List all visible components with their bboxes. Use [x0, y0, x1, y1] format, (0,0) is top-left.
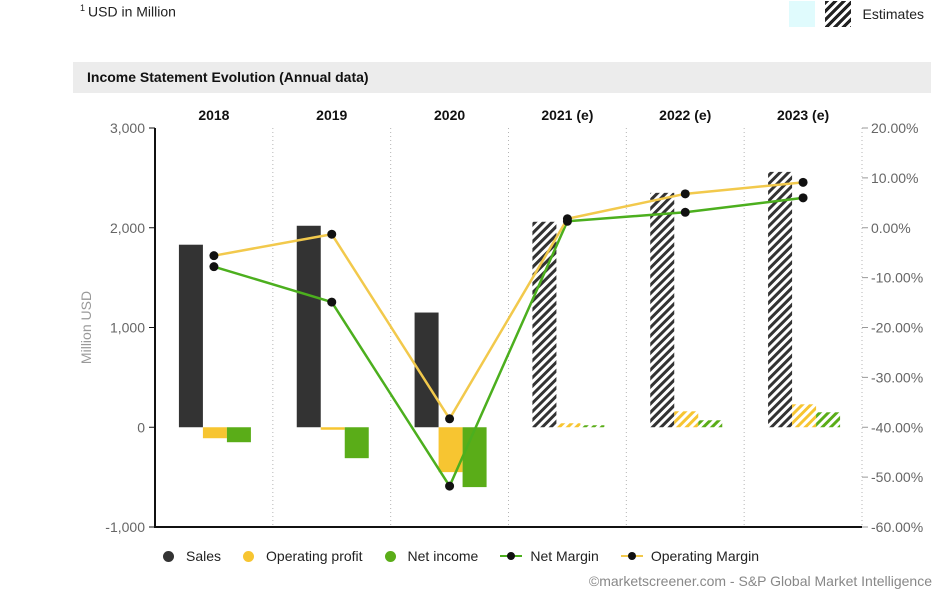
- net-margin-point: [798, 193, 808, 203]
- y2-tick-label: -40.00%: [871, 419, 923, 435]
- y2-tick-label: 20.00%: [871, 120, 918, 136]
- source-credit: ©marketscreener.com - S&P Global Market …: [588, 573, 932, 589]
- legend-sales-label: Sales: [186, 548, 222, 564]
- legend-operating-profit[interactable]: Operating profit: [243, 548, 363, 564]
- y-tick-label: 2,000: [110, 220, 145, 236]
- legend-operating-margin[interactable]: Operating Margin: [620, 548, 759, 564]
- net-margin-point: [327, 297, 337, 307]
- category-label: 2020: [434, 107, 465, 123]
- operating-profit-bar: [202, 427, 227, 439]
- net-income-bar: [698, 420, 723, 428]
- operating-margin-point: [209, 251, 219, 261]
- category-label: 2022 (e): [659, 107, 711, 123]
- net-income-bar: [580, 425, 605, 428]
- footnote-text: USD in Million: [88, 3, 176, 20]
- estimates-hatch-swatch: [824, 1, 851, 27]
- sales-bar: [768, 171, 793, 428]
- operating-profit-bar: [674, 411, 699, 428]
- operating-profit-bar: [792, 404, 817, 428]
- legend-net-margin-label: Net Margin: [530, 548, 599, 564]
- operating-margin-point: [327, 229, 337, 239]
- operating-profit-bar: [320, 427, 345, 430]
- net-margin-line-icon: [500, 551, 523, 561]
- sales-bar: [178, 244, 203, 428]
- y-tick-label: 1,000: [110, 320, 145, 336]
- legend-sales[interactable]: Sales: [163, 548, 221, 564]
- category-label: 2018: [198, 107, 229, 123]
- legend-net-income-label: Net income: [407, 548, 479, 564]
- estimates-light-swatch: [788, 1, 815, 27]
- category-label: 2019: [316, 107, 347, 123]
- net-income-bar: [816, 412, 841, 428]
- operating-margin-line-icon: [620, 551, 643, 561]
- operating-margin-line: [213, 181, 804, 421]
- net-margin-line: [213, 196, 804, 488]
- legend-net-income[interactable]: Net income: [384, 548, 479, 564]
- y-axis-label: Million USD: [78, 291, 94, 364]
- footnote-marker: 1: [80, 3, 86, 13]
- y2-tick-label: 0.00%: [871, 220, 911, 236]
- y2-tick-label: -20.00%: [871, 320, 923, 336]
- operating-margin-point: [680, 189, 690, 199]
- footnote: 1 USD in Million: [80, 3, 176, 20]
- estimates-label: Estimates: [862, 6, 924, 22]
- y2-tick-label: -60.00%: [871, 519, 923, 535]
- operating-margin-point: [445, 414, 455, 424]
- operating-margin-point: [562, 214, 572, 224]
- legend-operating-profit-label: Operating profit: [266, 548, 363, 564]
- operating-margin-point: [798, 177, 808, 187]
- estimates-legend: Estimates: [788, 0, 924, 28]
- legend-operating-margin-label: Operating Margin: [650, 548, 759, 564]
- net-income-bar: [462, 427, 487, 488]
- y-tick-label: 3,000: [110, 120, 145, 136]
- net-margin-point: [445, 481, 455, 491]
- y-tick-label: 0: [137, 419, 145, 435]
- net-margin-point: [680, 207, 690, 217]
- category-label: 2021 (e): [541, 107, 593, 123]
- sales-bar: [650, 192, 675, 428]
- net-income-bar: [344, 427, 369, 459]
- sales-bar: [296, 225, 321, 428]
- net-margin-point: [209, 262, 219, 272]
- net-income-bar: [226, 427, 251, 443]
- sales-dot-icon: [163, 550, 174, 562]
- y2-tick-label: -50.00%: [871, 469, 923, 485]
- operating-profit-dot-icon: [243, 550, 255, 562]
- net-income-dot-icon: [384, 550, 396, 562]
- y2-tick-label: -30.00%: [871, 369, 923, 385]
- operating-profit-bar: [556, 423, 581, 428]
- y2-tick-label: 10.00%: [871, 170, 918, 186]
- y2-tick-label: -10.00%: [871, 270, 923, 286]
- chart-legend: Sales Operating profit Net income Net Ma…: [163, 545, 781, 567]
- legend-net-margin[interactable]: Net Margin: [500, 548, 599, 564]
- y-tick-label: -1,000: [105, 519, 145, 535]
- category-label: 2023 (e): [777, 107, 829, 123]
- chart-title: Income Statement Evolution (Annual data): [73, 62, 931, 93]
